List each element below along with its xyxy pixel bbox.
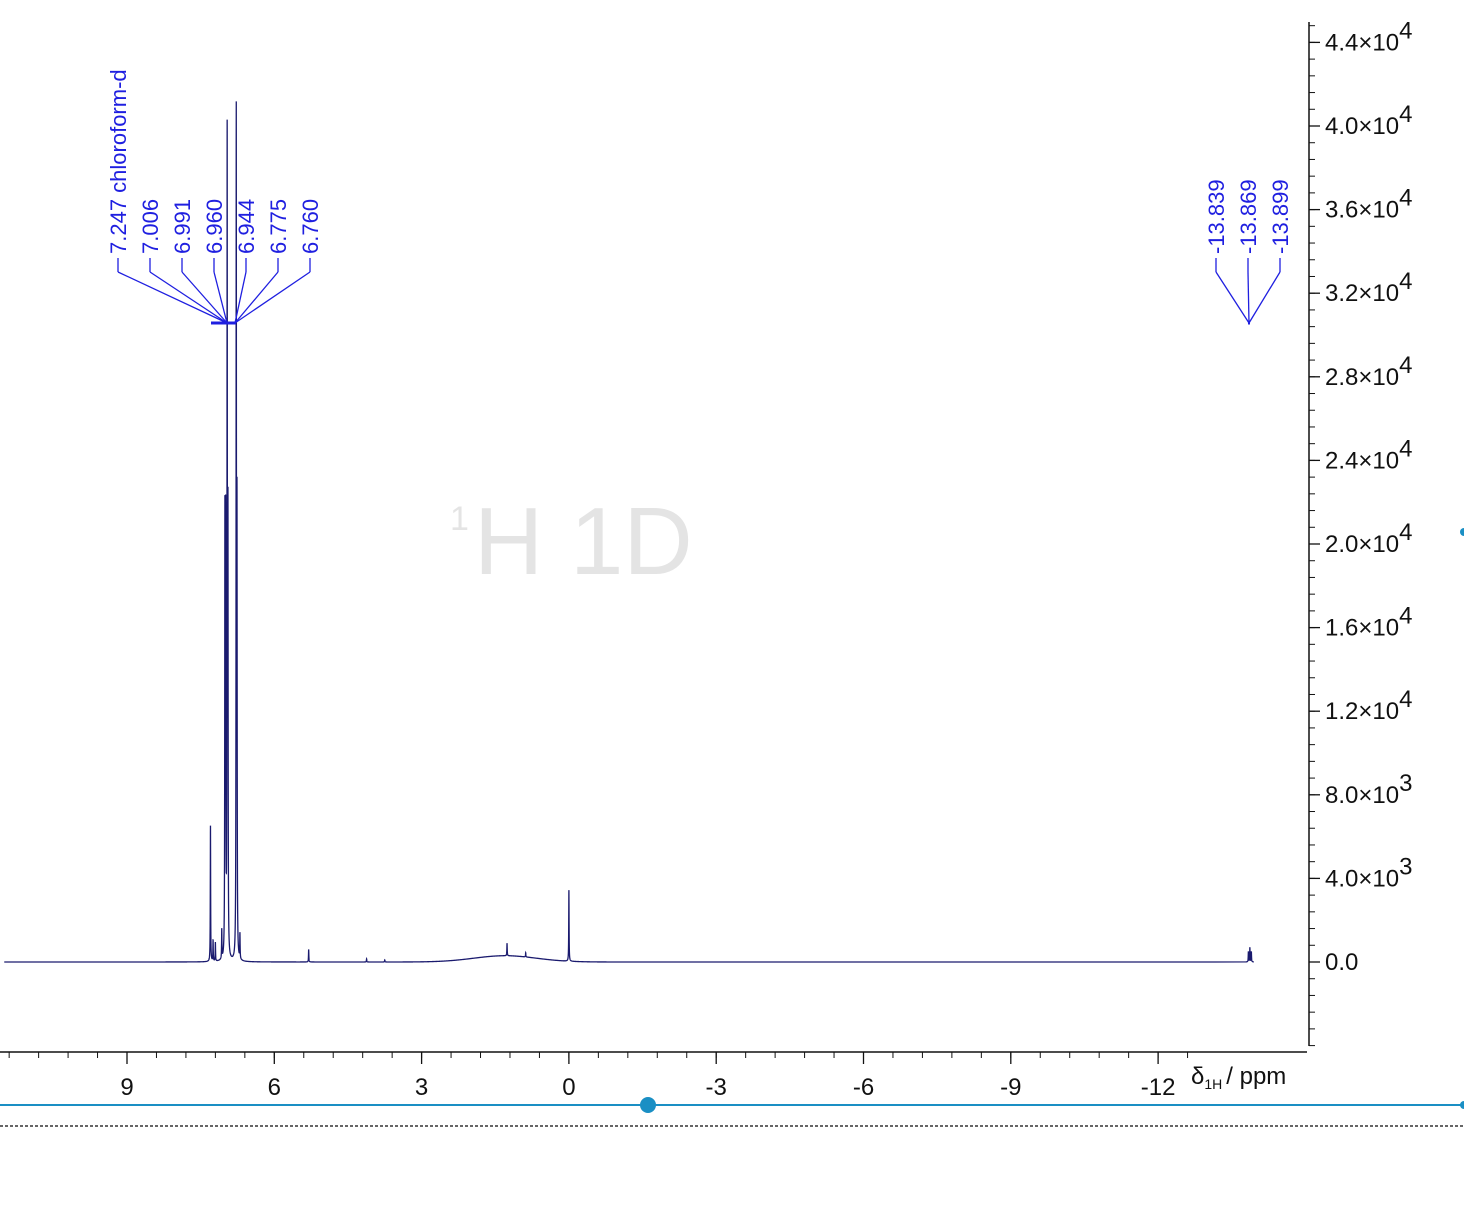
y-tick-label: 4.4×104 xyxy=(1325,17,1412,56)
peak-label: 6.960 xyxy=(202,199,227,254)
y-tick-label: 2.4×104 xyxy=(1325,435,1412,474)
peak-label-connector xyxy=(213,271,228,324)
peak-label: 6.760 xyxy=(298,199,323,254)
spectrum-line xyxy=(4,101,1254,963)
y-tick-label: 8.0×103 xyxy=(1325,770,1412,809)
cursor-end-handle[interactable] xyxy=(1460,1101,1464,1109)
peak-label: 7.247 chloroform-d xyxy=(106,69,131,254)
watermark-text: H 1D xyxy=(474,488,693,595)
peak-label-connector xyxy=(149,271,228,324)
peak-annotations: 7.247 chloroform-d 7.006 6.991 6.960 6.944 6.… xyxy=(106,69,1293,325)
y-tick-label: 4.0×103 xyxy=(1325,853,1412,892)
vertical-cursor-handle[interactable] xyxy=(1460,528,1464,536)
peak-label: 6.775 xyxy=(266,199,291,254)
x-tick-label: -9 xyxy=(1000,1074,1021,1101)
peak-label-group: -13.839 -13.869 -13.899 xyxy=(1204,179,1293,325)
peak-label: 6.991 xyxy=(170,199,195,254)
x-tick-label: 6 xyxy=(268,1074,281,1101)
y-axis: 4.4×104 4.0×104 3.6×104 3.2×104 2.8×104 2.4×1… xyxy=(1308,17,1412,1047)
peak-label: -13.899 xyxy=(1268,179,1293,254)
cursor-handle[interactable] xyxy=(640,1097,656,1113)
y-tick-label: 4.0×104 xyxy=(1325,101,1412,140)
peak-label-connector xyxy=(1247,271,1250,324)
peak-label-connector xyxy=(1215,271,1250,324)
peak-label-group: 7.247 chloroform-d 7.006 6.991 6.960 6.944 6.… xyxy=(106,69,323,325)
peak-label-connector xyxy=(234,271,247,324)
peak-label-connector xyxy=(181,271,228,324)
x-axis: δ1H / ppm 9 6 3 0 -3 -6 -9 -12 xyxy=(0,1051,1307,1101)
peak-label-connector xyxy=(234,271,311,324)
y-tick-label: 3.6×104 xyxy=(1325,185,1412,224)
experiment-watermark: 1 H 1D xyxy=(450,488,693,595)
peak-label: 6.944 xyxy=(234,199,259,254)
x-tick-label: 3 xyxy=(415,1074,428,1101)
peak-label-connector xyxy=(1248,271,1281,324)
y-tick-label: 1.6×104 xyxy=(1325,603,1412,642)
peak-label-connector xyxy=(117,271,228,324)
y-tick-label: 3.2×104 xyxy=(1325,268,1412,307)
x-tick-label: -6 xyxy=(853,1074,874,1101)
x-tick-label: -3 xyxy=(706,1074,727,1101)
peak-label-connector xyxy=(234,271,279,324)
cursor-slider[interactable] xyxy=(0,528,1464,1113)
y-tick-label: 1.2×104 xyxy=(1325,686,1412,725)
x-tick-label: 0 xyxy=(562,1074,575,1101)
y-tick-label: 2.0×104 xyxy=(1325,519,1412,558)
y-tick-label: 0.0 xyxy=(1325,949,1358,976)
peak-label: 7.006 xyxy=(138,199,163,254)
peak-label: -13.869 xyxy=(1236,179,1261,254)
watermark-nucleus-mass: 1 xyxy=(450,500,469,538)
peak-label: -13.839 xyxy=(1204,179,1229,254)
x-axis-title: δ1H / ppm xyxy=(1191,1063,1286,1092)
x-tick-label: -12 xyxy=(1141,1074,1176,1101)
y-tick-label: 2.8×104 xyxy=(1325,352,1412,391)
x-tick-label: 9 xyxy=(120,1074,133,1101)
